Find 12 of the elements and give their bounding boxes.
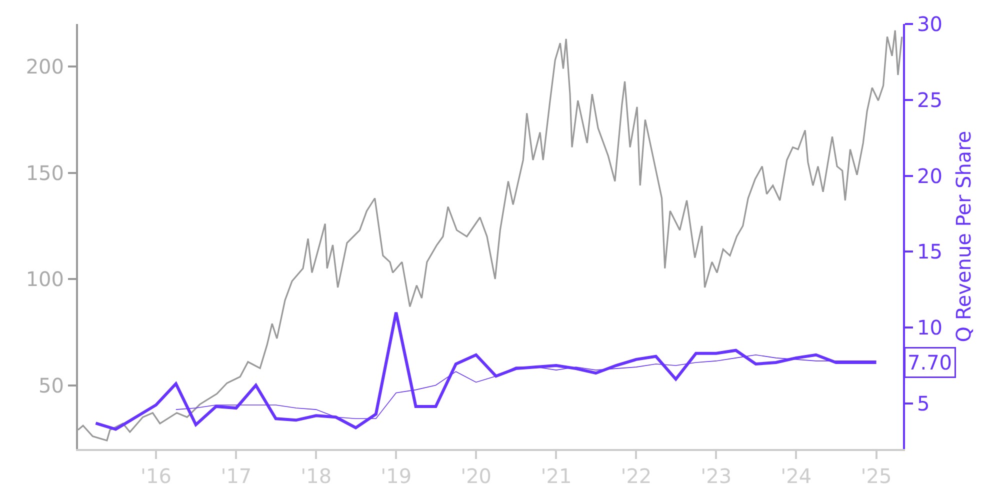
y2-tick-label: 10 bbox=[917, 316, 942, 340]
y-tick-label: 200 bbox=[26, 54, 64, 78]
y2-tick-label: 20 bbox=[917, 164, 942, 188]
y-tick-label: 100 bbox=[26, 267, 64, 291]
y2-tick-label: 15 bbox=[917, 240, 942, 264]
data-label: 7.70 bbox=[908, 350, 952, 374]
y2-axis-title: Q Revenue Per Share bbox=[951, 130, 976, 342]
y-tick-label: 150 bbox=[26, 160, 64, 185]
y2-tick-label: 5 bbox=[917, 391, 930, 416]
y2-tick-label: 30 bbox=[917, 12, 942, 36]
y2-tick-label: 25 bbox=[917, 88, 942, 112]
y-tick-label: 50 bbox=[38, 373, 64, 398]
